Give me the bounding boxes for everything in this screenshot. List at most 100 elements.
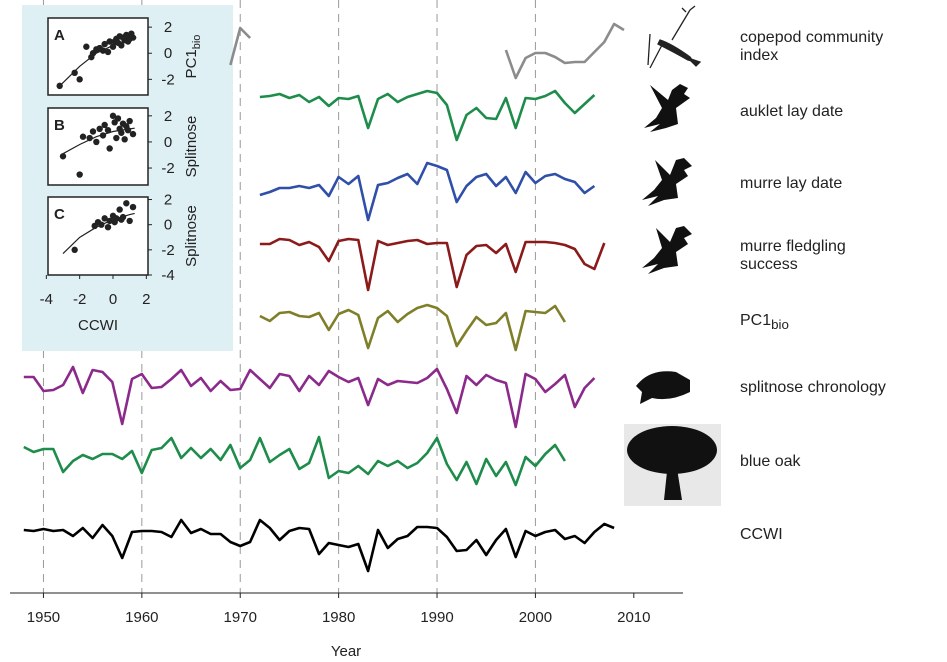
legend-entry: blue oak	[740, 453, 801, 470]
x-tick-label: 2000	[519, 609, 552, 626]
scatter-point	[125, 127, 131, 133]
scatter-point	[116, 206, 122, 212]
x-axis-label: CCWI	[78, 317, 118, 334]
y-axis-label-text: Splitnose	[183, 205, 200, 267]
panel-letter: A	[54, 27, 65, 44]
series-label: copepod community index	[740, 25, 890, 69]
x-tick-label: 1970	[224, 609, 257, 626]
murre-icon-2	[642, 226, 692, 274]
series-label-text: PC1bio	[740, 310, 945, 334]
scatter-point	[118, 130, 124, 136]
legend-entry: copepod community index	[740, 29, 883, 64]
y-tick-label: -2	[161, 242, 174, 259]
series-line	[260, 91, 595, 140]
x-tick-label: -4	[40, 291, 53, 308]
x-tick-label: 1980	[322, 609, 355, 626]
chart: A20-2PC1bioB20-2SplitnoseC20-2-4-4-202CC…	[0, 0, 947, 662]
scatter-point	[100, 132, 106, 138]
series-label-text: murre lay date	[740, 172, 945, 196]
series-line	[260, 239, 604, 290]
copepod-icon	[648, 6, 700, 68]
scatter-point	[93, 139, 99, 145]
y-tick-label: -2	[161, 71, 174, 88]
x-tick-label: 1990	[420, 609, 453, 626]
series-label: murre fledgling success	[740, 234, 890, 278]
series-label-text: blue oak	[740, 450, 945, 474]
series-label-text: murre fledgling success	[740, 234, 890, 278]
series-label-text: CCWI	[740, 523, 945, 547]
y-axis-label-subscript: bio	[191, 35, 203, 50]
scatter-point	[105, 224, 111, 230]
scatter-point	[126, 118, 132, 124]
scatter-point	[71, 247, 77, 253]
y-tick-label: 0	[164, 134, 172, 151]
series-line	[230, 24, 624, 78]
y-axis-label: Splitnose	[183, 205, 200, 267]
scatter-point	[60, 153, 66, 159]
y-axis-label-text: Splitnose	[183, 116, 200, 178]
scatter-point	[86, 135, 92, 141]
scatter-point	[120, 214, 126, 220]
scatter-point	[106, 145, 112, 151]
series-line	[260, 163, 595, 220]
y-tick-label: -2	[161, 160, 174, 177]
series-label: murre lay date	[740, 172, 945, 196]
legend-entry: CCWI	[740, 526, 783, 543]
scatter-point	[76, 171, 82, 177]
y-tick-label: 0	[164, 45, 172, 62]
fish-icon	[636, 371, 690, 404]
series-line	[24, 367, 595, 427]
icons	[624, 6, 721, 506]
x-tick-label: 2010	[617, 609, 650, 626]
y-tick-label: 2	[164, 108, 172, 125]
y-axis-label: Splitnose	[183, 116, 200, 178]
x-axis-label: Year	[331, 643, 361, 660]
scatter-point	[71, 70, 77, 76]
series-label-text: copepod community index	[740, 25, 890, 69]
x-tick-label: 1950	[27, 609, 60, 626]
legend-entry: murre fledgling success	[740, 238, 846, 273]
series-label-text: auklet lay date	[740, 100, 945, 124]
series-label-text: splitnose chronology	[740, 376, 945, 400]
panel-letter: B	[54, 117, 65, 134]
scatter-point	[90, 128, 96, 134]
scatter-point	[98, 221, 104, 227]
series-label: PC1bio	[740, 310, 945, 334]
scatter-point	[130, 131, 136, 137]
scatter-point	[105, 49, 111, 55]
x-tick-label: -2	[73, 291, 86, 308]
scatter-point	[123, 200, 129, 206]
legend-entry: auklet lay date	[740, 103, 843, 120]
y-tick-label: -4	[161, 267, 174, 284]
legend-subscript: bio	[771, 317, 789, 332]
scatter-point	[96, 126, 102, 132]
scatter-point	[105, 127, 111, 133]
scatter-point	[80, 134, 86, 140]
series-line	[24, 520, 614, 571]
scatter-point	[76, 76, 82, 82]
series-label: auklet lay date	[740, 100, 945, 124]
scatter-point	[56, 83, 62, 89]
auklet-icon	[644, 84, 690, 132]
scatter-point	[83, 44, 89, 50]
legend-entry: murre lay date	[740, 175, 842, 192]
scatter-point	[126, 218, 132, 224]
x-tick-label: 2	[142, 291, 150, 308]
series-line	[24, 437, 565, 485]
scatter-point	[113, 135, 119, 141]
x-tick-label: 0	[109, 291, 117, 308]
y-tick-label: 0	[164, 217, 172, 234]
murre-icon	[642, 158, 692, 206]
series-label: blue oak	[740, 450, 945, 474]
legend-entry: PC1	[740, 312, 771, 329]
series-labels: copepod community index auklet lay date mu…	[740, 25, 945, 547]
y-tick-label: 2	[164, 19, 172, 36]
oak-icon	[624, 424, 721, 506]
x-tick-label: 1960	[125, 609, 158, 626]
scatter-point	[121, 136, 127, 142]
series-line	[260, 305, 565, 350]
y-tick-label: 2	[164, 192, 172, 209]
scatter-point	[115, 115, 121, 121]
legend-entry: splitnose chronology	[740, 379, 886, 396]
series-label: splitnose chronology	[740, 376, 945, 400]
